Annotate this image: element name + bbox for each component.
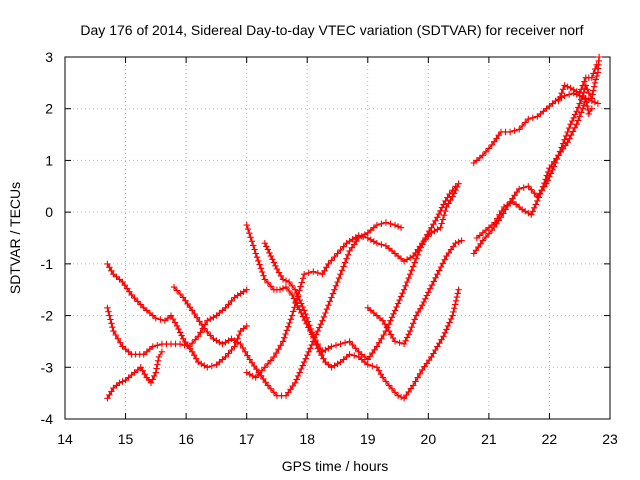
x-tick-label: 20 [421, 431, 437, 447]
plus-markers [243, 221, 462, 402]
x-tick-label: 14 [57, 431, 73, 447]
x-tick-label: 15 [118, 431, 134, 447]
axis-ticks [64, 56, 611, 420]
y-tick-label: 3 [45, 49, 53, 65]
plus-markers [473, 95, 595, 242]
series-arc-5 [243, 221, 462, 402]
x-axis-label: GPS time / hours [282, 458, 389, 474]
y-tick-label: -4 [41, 411, 54, 427]
plus-markers [364, 237, 465, 348]
x-tick-label: 22 [542, 431, 558, 447]
series-arc-11 [473, 95, 595, 242]
series-arc-8 [364, 237, 465, 348]
series-line [476, 98, 593, 239]
series-arc-1 [104, 260, 250, 371]
series-line [173, 221, 402, 397]
plus-markers [104, 348, 166, 402]
series-layer [104, 53, 603, 402]
x-tick-label: 23 [602, 431, 618, 447]
x-tick-label: 17 [239, 431, 255, 447]
y-tick-labels: -4 -3 -2 -1 0 1 2 3 [41, 49, 54, 427]
y-tick-label: 0 [45, 204, 53, 220]
series-arc-3 [104, 348, 166, 402]
x-tick-label: 19 [360, 431, 376, 447]
y-tick-label: -1 [41, 256, 54, 272]
series-arc-7 [261, 183, 459, 363]
x-tick-label: 18 [299, 431, 315, 447]
y-tick-label: -2 [41, 308, 54, 324]
plus-markers [261, 183, 459, 363]
plus-markers [243, 180, 462, 381]
y-tick-label: 1 [45, 152, 53, 168]
y-tick-label: -3 [41, 359, 54, 375]
x-tick-labels: 14 15 16 17 18 19 20 21 22 23 [57, 431, 618, 447]
x-tick-label: 16 [178, 431, 194, 447]
chart-title: Day 176 of 2014, Sidereal Day-to-day VTE… [80, 22, 583, 38]
plot-frame [64, 56, 611, 420]
x-tick-label: 21 [481, 431, 497, 447]
series-line [264, 185, 457, 361]
series-arc-12 [555, 61, 600, 105]
series-arc-6 [243, 180, 462, 381]
y-tick-label: 2 [45, 101, 53, 117]
plus-markers [555, 61, 600, 105]
y-axis-label: SDTVAR / TECUs [7, 182, 23, 294]
series-arc-4 [170, 219, 405, 399]
